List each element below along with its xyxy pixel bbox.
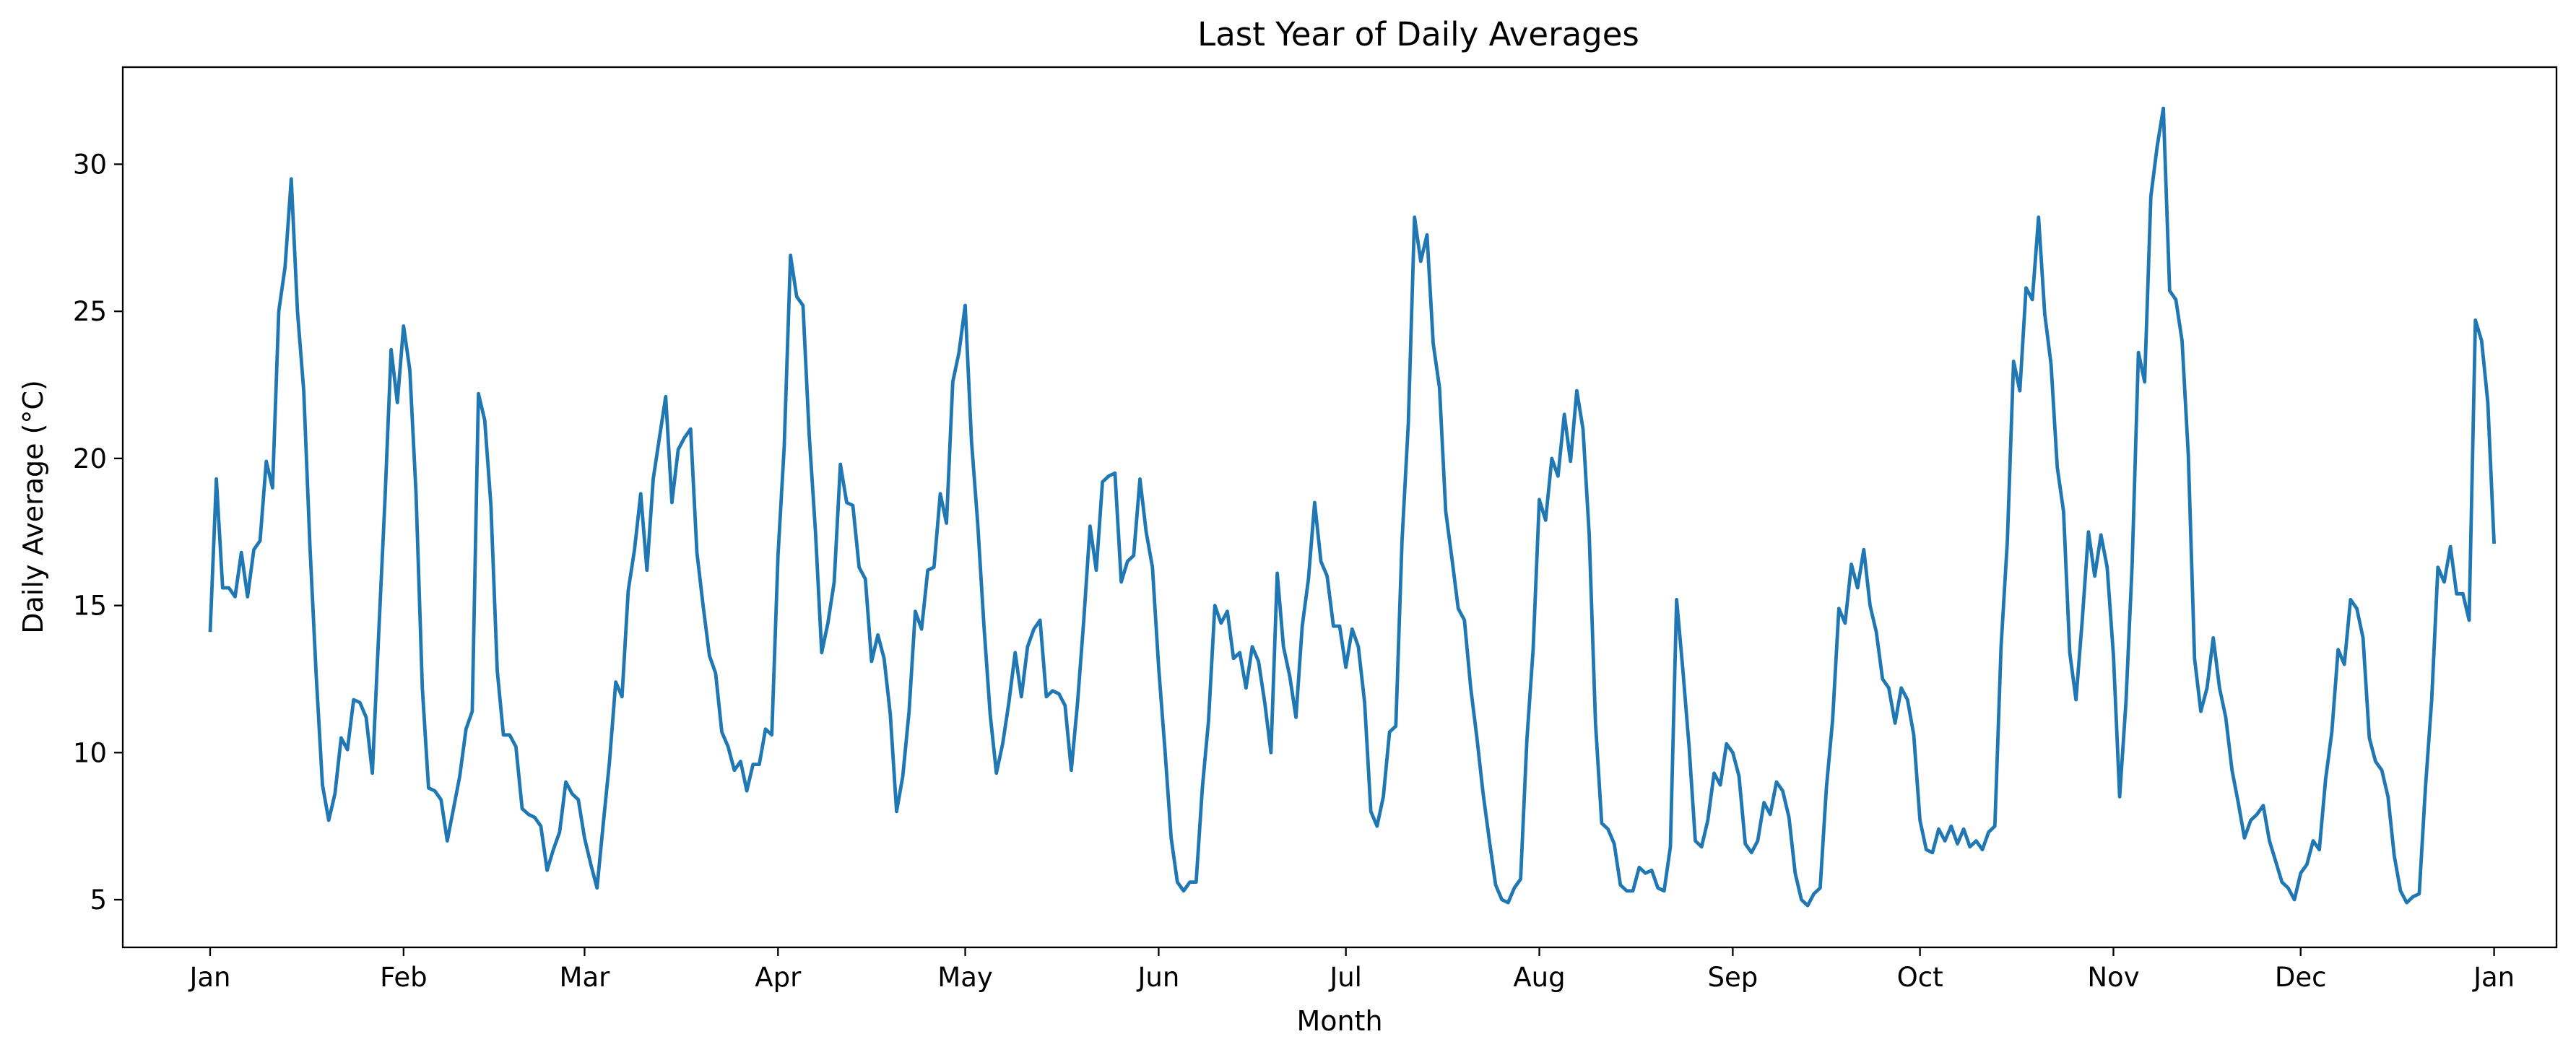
x-tick-label: Sep: [1708, 962, 1758, 993]
y-tick-label: 10: [73, 737, 107, 768]
y-axis: 5 10 15 20 25 30: [73, 149, 123, 916]
chart-title: Last Year of Daily Averages: [1197, 15, 1639, 53]
x-tick-label: Jun: [1137, 962, 1180, 993]
x-tick-label: Aug: [1513, 962, 1565, 993]
plot-area: [121, 66, 2558, 949]
y-tick-label: 30: [73, 149, 107, 180]
y-tick-label: 20: [73, 443, 107, 474]
x-tick-label: Oct: [1897, 962, 1943, 993]
y-tick-label: 5: [90, 885, 107, 916]
x-tick-label: May: [937, 962, 993, 993]
x-tick-label: Nov: [2087, 962, 2139, 993]
series-line: [208, 106, 2496, 908]
series-layer: [208, 106, 2496, 908]
x-tick-label: Dec: [2275, 962, 2327, 993]
x-tick-label: Apr: [755, 962, 802, 993]
x-tick-label: Jan: [2472, 962, 2515, 993]
x-tick-label: Mar: [560, 962, 611, 993]
x-axis: Jan Feb Mar Apr May Jun Jul Aug Sep Oct Nov Dec Jan: [188, 947, 2515, 993]
x-axis-label: Month: [1296, 1005, 1382, 1037]
x-tick-label: Jul: [1328, 962, 1362, 993]
plot-frame: [121, 66, 2558, 949]
y-tick-label: 25: [73, 296, 107, 327]
x-tick-label: Feb: [380, 962, 428, 993]
x-tick-label: Jan: [188, 962, 230, 993]
y-tick-label: 15: [73, 591, 107, 622]
y-axis-label: Daily Average (°C): [17, 380, 49, 634]
